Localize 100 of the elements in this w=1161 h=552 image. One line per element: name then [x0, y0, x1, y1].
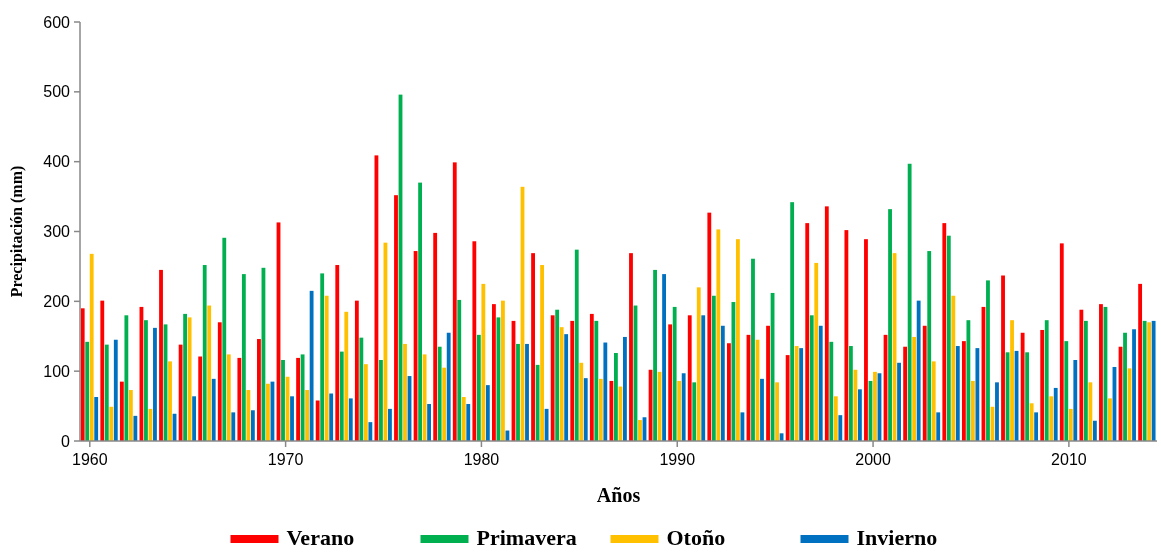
bar — [711, 295, 716, 441]
bar — [966, 320, 971, 441]
legend-label: Primavera — [476, 525, 577, 550]
bar — [751, 258, 755, 441]
bar — [109, 406, 114, 441]
bar — [418, 182, 423, 441]
bar — [168, 361, 172, 441]
bar — [159, 269, 163, 441]
bar — [1138, 283, 1143, 441]
bar — [603, 342, 608, 441]
bar — [550, 315, 555, 441]
bar — [1079, 309, 1084, 441]
bar — [113, 339, 118, 441]
bar — [824, 206, 829, 441]
bar — [379, 359, 383, 441]
bar — [442, 367, 447, 441]
bar — [696, 287, 701, 441]
bar — [809, 315, 814, 441]
bar — [1092, 420, 1097, 441]
bar — [677, 380, 682, 441]
bar — [198, 356, 203, 441]
bar — [544, 408, 549, 441]
bar — [1040, 329, 1045, 441]
bar — [368, 422, 373, 441]
bar — [848, 346, 853, 441]
y-tick-label: 600 — [43, 13, 71, 31]
bar — [466, 403, 471, 441]
bar — [594, 320, 599, 441]
bar — [403, 343, 407, 441]
bar — [315, 400, 320, 441]
bar — [740, 412, 745, 441]
bar — [1068, 408, 1073, 441]
bar — [305, 390, 310, 441]
bar — [178, 344, 183, 441]
bar — [207, 305, 212, 441]
bar — [153, 327, 157, 441]
bar — [701, 315, 706, 441]
bar — [681, 373, 686, 441]
bar — [873, 371, 877, 441]
x-tick-label: 1960 — [71, 451, 108, 468]
bar — [931, 361, 936, 441]
bar — [579, 362, 584, 441]
bar — [814, 262, 819, 441]
bar — [187, 317, 192, 441]
bar — [897, 362, 901, 441]
bar — [707, 212, 712, 441]
bar — [1108, 398, 1112, 441]
bar — [472, 241, 477, 441]
bar — [559, 327, 564, 441]
bar — [290, 396, 294, 441]
bar — [226, 354, 231, 441]
bar — [320, 273, 325, 441]
bar — [805, 223, 810, 441]
bar — [687, 315, 692, 441]
bar — [124, 315, 129, 441]
bar — [329, 393, 334, 441]
bar — [564, 334, 569, 441]
bar — [766, 325, 770, 441]
bar — [413, 251, 418, 441]
bar — [525, 343, 529, 441]
bar — [623, 336, 627, 441]
y-axis-title: Precipitación (mm) — [8, 165, 26, 298]
bar — [452, 162, 457, 441]
bar — [864, 239, 868, 441]
bar — [339, 351, 344, 441]
bar — [888, 209, 892, 441]
bar — [457, 299, 462, 441]
bar — [1020, 332, 1025, 441]
bar — [281, 359, 285, 441]
bar — [250, 410, 255, 441]
legend-label: Otoño — [666, 525, 726, 550]
bar — [844, 230, 849, 441]
bar — [829, 341, 834, 441]
bar — [128, 390, 133, 441]
bar — [638, 420, 642, 441]
bar — [1151, 320, 1156, 441]
x-axis-title: Años — [596, 484, 641, 506]
bar — [731, 302, 736, 441]
bar — [388, 408, 392, 441]
bar — [1059, 243, 1064, 441]
bar — [574, 249, 579, 441]
bar — [970, 380, 975, 441]
bar — [481, 283, 486, 441]
bar — [692, 382, 697, 441]
bar — [485, 385, 490, 441]
bar — [104, 344, 109, 441]
bar — [1053, 387, 1058, 441]
y-tick-label: 0 — [61, 432, 71, 450]
bar — [629, 253, 633, 441]
bar — [437, 346, 442, 441]
y-tick-label: 200 — [43, 292, 71, 310]
x-tick-label: 1980 — [463, 451, 500, 468]
bar — [951, 295, 956, 441]
bar — [555, 309, 560, 441]
bar — [1083, 320, 1088, 441]
bar — [119, 381, 124, 441]
bar — [476, 334, 481, 441]
bar — [1064, 341, 1069, 441]
bar — [668, 324, 673, 441]
bar — [257, 339, 261, 441]
